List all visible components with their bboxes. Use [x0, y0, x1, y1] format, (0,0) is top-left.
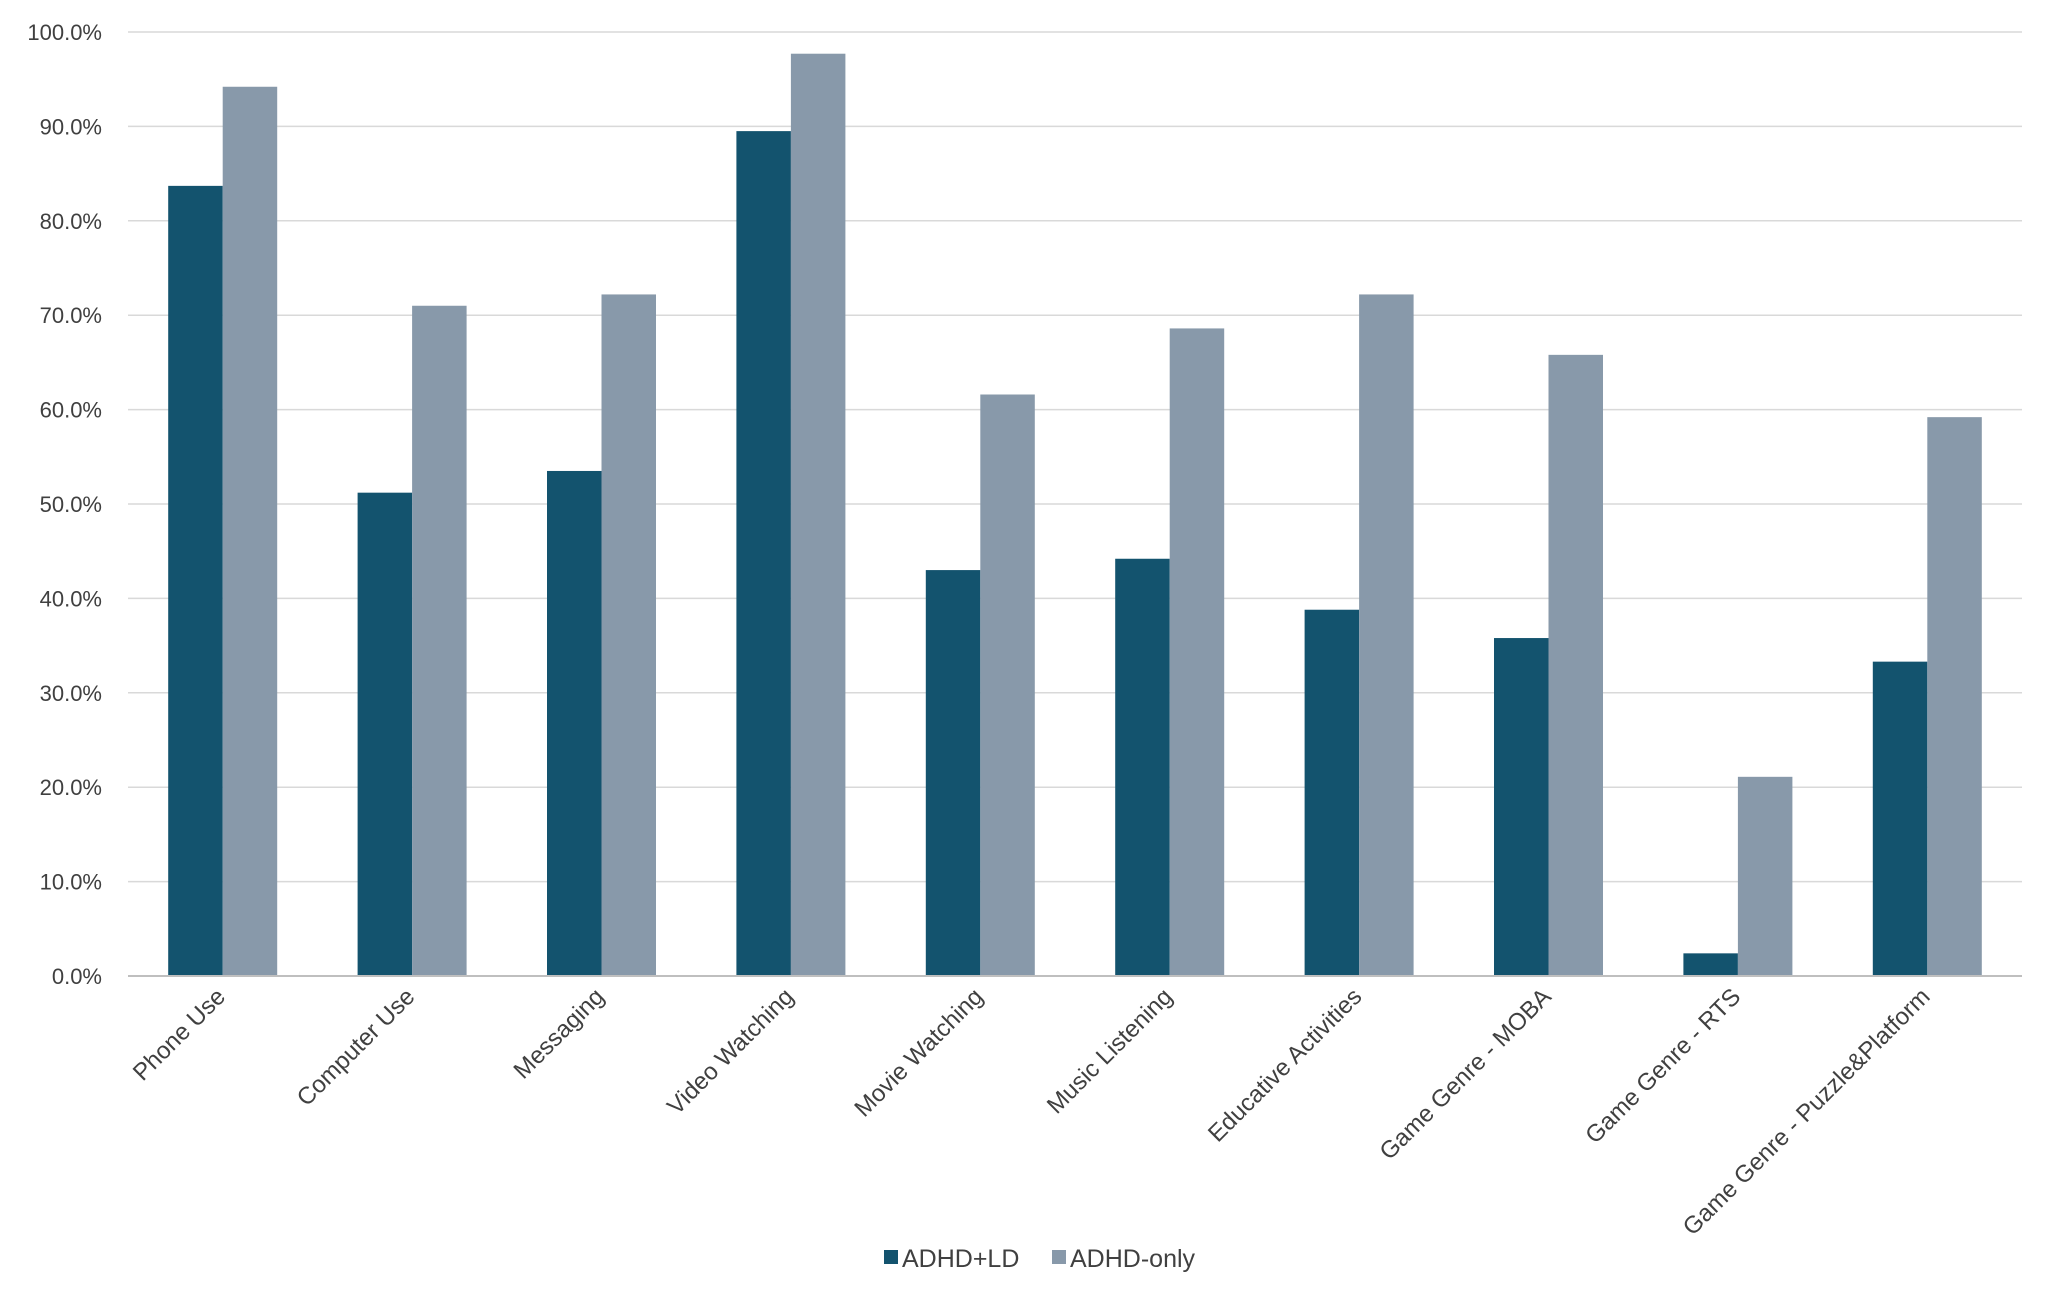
x-category-label: Game Genre - MOBA [1374, 983, 1556, 1165]
y-axis-tick-labels: 0.0% 10.0% 20.0% 30.0% 40.0% 50.0% 60.0% 70.0% 8… [27, 20, 102, 989]
x-category-label: Game Genre - RTS [1580, 983, 1746, 1149]
x-axis-category-labels: Phone Use Computer Use Messaging Video Watc… [128, 983, 1936, 1241]
bar-adhd-ld [1115, 558, 1170, 976]
bar-adhd-ld [1304, 609, 1360, 976]
y-tick-label: 0.0% [52, 964, 102, 989]
legend-swatch [884, 1250, 898, 1264]
x-category-label: Movie Watching [849, 983, 988, 1122]
x-category-label: Computer Use [292, 983, 421, 1112]
bar-adhd-ld [547, 470, 602, 976]
y-tick-label: 80.0% [40, 209, 102, 234]
bar-adhd-only [1169, 328, 1225, 976]
bar-adhd-ld [1872, 661, 1928, 976]
y-tick-label: 30.0% [40, 681, 102, 706]
y-tick-label: 100.0% [27, 20, 102, 45]
x-category-label: Video Watching [662, 983, 799, 1120]
bar-adhd-only [1359, 294, 1414, 976]
y-tick-label: 20.0% [40, 775, 102, 800]
x-category-label: Music Listening [1042, 983, 1178, 1119]
bar-adhd-only [790, 53, 846, 977]
bar-adhd-ld [357, 492, 413, 976]
y-tick-label: 70.0% [40, 303, 102, 328]
x-category-label: Phone Use [128, 983, 231, 1086]
bar-adhd-ld [1683, 953, 1738, 976]
bar-adhd-only [980, 394, 1035, 977]
bar-adhd-ld [168, 185, 223, 976]
x-category-label: Messaging [509, 983, 610, 1084]
y-tick-label: 90.0% [40, 114, 102, 139]
bar-adhd-ld [736, 131, 791, 976]
bar-adhd-only [1548, 354, 1603, 976]
y-tick-label: 60.0% [40, 398, 102, 423]
bar-adhd-only [1737, 776, 1793, 976]
bar-adhd-ld [1494, 638, 1549, 976]
bar-adhd-only [601, 294, 656, 976]
x-category-label: Educative Activities [1203, 983, 1367, 1147]
y-tick-label: 40.0% [40, 586, 102, 611]
bar-adhd-only [412, 305, 467, 976]
y-tick-label: 50.0% [40, 492, 102, 517]
legend-label: ADHD-only [1070, 1245, 1196, 1273]
bar-adhd-only [222, 86, 278, 976]
legend-label: ADHD+LD [902, 1245, 1019, 1273]
legend: ADHD+LD ADHD-only [884, 1245, 1196, 1273]
bars [168, 53, 1982, 977]
legend-swatch [1052, 1250, 1066, 1264]
bar-adhd-only [1927, 417, 1982, 977]
y-tick-label: 10.0% [40, 870, 102, 895]
bar-adhd-ld [925, 570, 981, 976]
